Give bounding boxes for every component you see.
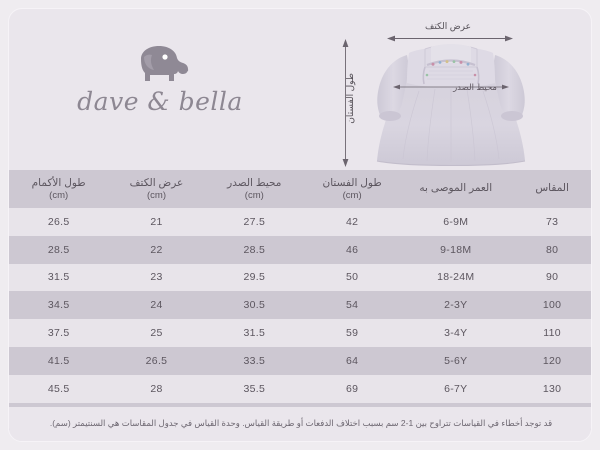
chest-circumference-label: محيط الصدر bbox=[453, 82, 497, 92]
cell-size: 90 bbox=[511, 263, 591, 292]
cell-shoulder: 25 bbox=[108, 319, 205, 347]
dress-length-annotation: طول الفستان bbox=[319, 39, 355, 167]
cell-shoulder: 21 bbox=[108, 208, 205, 236]
cell-sleeve: 37.5 bbox=[9, 319, 109, 347]
chest-measure-arrow bbox=[393, 84, 509, 90]
cell-dress-length: 64 bbox=[303, 346, 401, 375]
cell-shoulder: 28 bbox=[108, 374, 205, 403]
header-age: العمر الموصى به bbox=[400, 170, 512, 208]
cell-size: 120 bbox=[511, 346, 591, 375]
cell-chest: 30.5 bbox=[204, 291, 304, 320]
cell-size: 100 bbox=[511, 291, 591, 320]
cell-size: 80 bbox=[511, 235, 591, 264]
cell-dress-length: 54 bbox=[303, 291, 401, 320]
cell-chest: 33.5 bbox=[204, 346, 304, 375]
table-row: 100 2-3Y 54 30.5 24 34.5 bbox=[9, 291, 591, 320]
dress-length-arrow bbox=[342, 39, 349, 167]
shoulder-width-arrow bbox=[387, 35, 513, 42]
cell-chest: 28.5 bbox=[204, 235, 304, 264]
cell-chest: 29.5 bbox=[204, 263, 304, 292]
header-shoulder: عرض الكتف (cm) bbox=[108, 170, 205, 208]
cell-sleeve: 26.5 bbox=[9, 208, 109, 236]
cell-chest: 27.5 bbox=[204, 208, 304, 236]
cell-sleeve: 31.5 bbox=[9, 263, 109, 292]
cell-chest: 31.5 bbox=[204, 319, 304, 347]
cell-shoulder: 23 bbox=[108, 263, 205, 292]
header-chest: محيط الصدر (cm) bbox=[204, 170, 304, 208]
table-row: 130 6-7Y 69 35.5 28 45.5 bbox=[9, 374, 591, 403]
header-sleeve: طول الأكمام (cm) bbox=[9, 170, 109, 208]
cell-sleeve: 41.5 bbox=[9, 346, 109, 375]
shoulder-width-label: عرض الكتف bbox=[425, 21, 471, 31]
size-table: المقاس العمر الموصى به طول الفستان (cm) … bbox=[9, 170, 591, 431]
cell-age: 3-4Y bbox=[400, 319, 512, 347]
brand-name: dave & bella bbox=[77, 87, 243, 116]
cell-sleeve: 28.5 bbox=[9, 235, 109, 264]
cell-sleeve: 45.5 bbox=[9, 374, 109, 403]
cell-dress-length: 42 bbox=[303, 208, 401, 236]
cell-size: 110 bbox=[511, 319, 591, 347]
cell-chest: 35.5 bbox=[204, 374, 304, 403]
product-measurement-diagram: عرض الكتف طول الفستان bbox=[313, 11, 575, 169]
table-row: 90 18-24M 50 29.5 23 31.5 bbox=[9, 263, 591, 292]
cell-shoulder: 24 bbox=[108, 291, 205, 320]
cell-dress-length: 69 bbox=[303, 374, 401, 403]
cell-shoulder: 26.5 bbox=[108, 346, 205, 375]
chart-header-area: عرض الكتف طول الفستان bbox=[9, 9, 591, 169]
cell-age: 5-6Y bbox=[400, 346, 512, 375]
header-size: المقاس bbox=[511, 170, 591, 208]
footer-bar: قد توجد أخطاء في القياسات تتراوح بين 1-2… bbox=[9, 407, 591, 441]
table-header-row: المقاس العمر الموصى به طول الفستان (cm) … bbox=[9, 170, 591, 208]
cell-dress-length: 59 bbox=[303, 319, 401, 347]
cell-size: 130 bbox=[511, 374, 591, 403]
cell-age: 9-18M bbox=[400, 235, 512, 264]
cell-age: 6-9M bbox=[400, 208, 512, 236]
measurement-disclaimer: قد توجد أخطاء في القياسات تتراوح بين 1-2… bbox=[49, 418, 553, 429]
table-row: 73 6-9M 42 27.5 21 26.5 bbox=[9, 208, 591, 236]
dress-product-image bbox=[376, 44, 526, 167]
table-row: 80 9-18M 46 28.5 22 28.5 bbox=[9, 235, 591, 264]
brand-logo: dave & bella bbox=[45, 43, 275, 116]
table-row: 120 5-6Y 64 33.5 26.5 41.5 bbox=[9, 346, 591, 375]
header-dress-length: طول الفستان (cm) bbox=[303, 170, 401, 208]
size-chart-card: عرض الكتف طول الفستان bbox=[8, 8, 592, 442]
dress-length-label: طول الفستان bbox=[345, 73, 355, 124]
cell-dress-length: 46 bbox=[303, 235, 401, 264]
cell-age: 6-7Y bbox=[400, 374, 512, 403]
cell-shoulder: 22 bbox=[108, 235, 205, 264]
elephant-icon bbox=[141, 46, 189, 81]
cell-age: 18-24M bbox=[400, 263, 512, 292]
cell-age: 2-3Y bbox=[400, 291, 512, 320]
cell-size: 73 bbox=[511, 208, 591, 236]
table-row: 110 3-4Y 59 31.5 25 37.5 bbox=[9, 319, 591, 347]
cell-sleeve: 34.5 bbox=[9, 291, 109, 320]
cell-dress-length: 50 bbox=[303, 263, 401, 292]
